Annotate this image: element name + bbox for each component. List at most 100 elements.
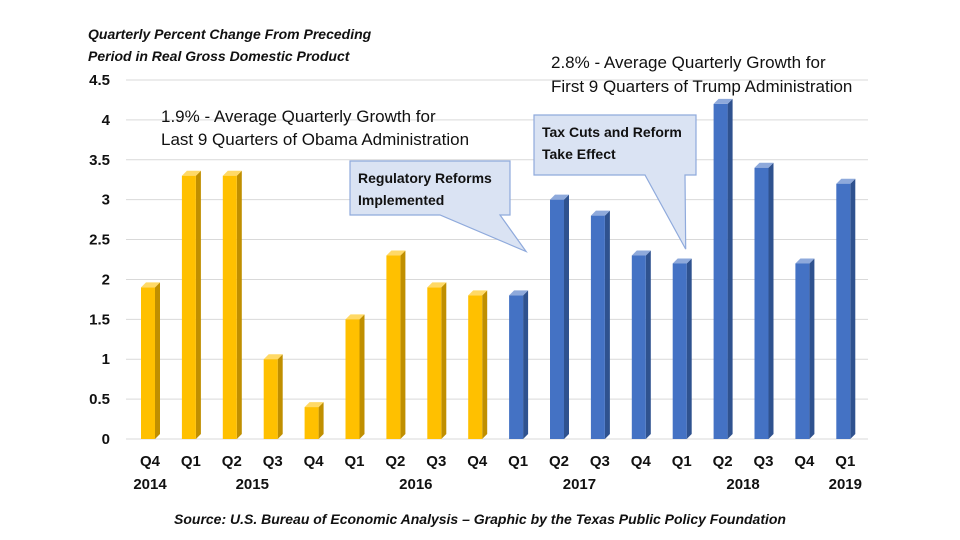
bar-top	[386, 250, 406, 256]
y-tick-label: 0	[102, 431, 110, 448]
bar	[672, 258, 692, 439]
bar-front	[468, 295, 483, 439]
y-tick-label: 0.5	[89, 391, 110, 408]
bar-side	[195, 170, 201, 439]
bar-top	[181, 170, 201, 176]
bar-side	[809, 258, 815, 439]
bar-front	[795, 263, 810, 439]
bar-side	[564, 194, 569, 439]
bar-top	[263, 354, 283, 360]
y-tick-label: 2	[102, 271, 110, 288]
x-year-label: 2016	[399, 476, 432, 493]
bar	[795, 258, 815, 439]
bar	[509, 290, 529, 439]
bar-front	[345, 319, 360, 439]
bar	[590, 210, 610, 439]
bar-front	[509, 295, 524, 439]
x-quarter-label: Q3	[753, 453, 773, 470]
bar	[141, 282, 160, 439]
bar-front	[836, 183, 851, 439]
callout: Tax Cuts and Reform Take Effect	[533, 114, 697, 250]
callout-text: Take Effect	[542, 146, 616, 162]
x-year-label: 2015	[236, 476, 269, 493]
bar-top	[304, 402, 324, 408]
bar-top	[672, 258, 692, 264]
callout-box	[533, 114, 697, 250]
bar-side	[155, 282, 160, 439]
bar-front	[631, 255, 646, 439]
bar-top	[468, 290, 488, 296]
bar-top	[141, 282, 160, 288]
bar-side	[318, 402, 324, 439]
bar	[386, 250, 406, 439]
x-quarter-label: Q4	[631, 453, 652, 470]
x-quarter-label: Q3	[590, 453, 610, 470]
bar-front	[141, 287, 155, 439]
bar-side	[768, 162, 774, 439]
bar-top	[590, 210, 610, 216]
bar-side	[523, 290, 529, 439]
bar	[631, 250, 651, 439]
y-tick-label: 3.5	[89, 152, 110, 169]
bar-top	[795, 258, 815, 264]
x-quarter-label: Q4	[140, 453, 161, 470]
y-tick-label: 1	[102, 351, 110, 368]
bar-side	[482, 290, 488, 439]
bar-side	[441, 282, 447, 439]
bar-top	[713, 98, 733, 104]
bar-side	[359, 314, 365, 439]
x-quarter-label: Q1	[508, 453, 528, 470]
x-quarter-label: Q1	[672, 453, 692, 470]
callout-text: Regulatory Reforms	[358, 170, 492, 186]
bar-top	[509, 290, 529, 296]
x-quarter-label: Q4	[467, 453, 488, 470]
bar	[181, 170, 201, 439]
bar-front	[222, 175, 237, 439]
bar-front	[181, 175, 196, 439]
bar-top	[550, 194, 569, 200]
bar	[345, 314, 365, 439]
y-tick-label: 1.5	[89, 311, 110, 328]
bar-side	[686, 258, 692, 439]
x-year-label: 2018	[726, 476, 759, 493]
x-year-label: 2014	[133, 476, 167, 493]
bar-front	[263, 359, 278, 439]
trump-annotation-line-1: 2.8% - Average Quarterly Growth for	[551, 53, 826, 72]
trump-annotation-line-2: First 9 Quarters of Trump Administration	[551, 77, 852, 96]
bar-top	[427, 282, 447, 288]
x-year-label: 2019	[829, 476, 862, 493]
bar-top	[222, 170, 242, 176]
x-quarter-label: Q2	[549, 453, 569, 470]
x-quarter-label: Q3	[263, 453, 283, 470]
x-axis: Q4 Q1 Q2 Q3 Q4 Q1 Q2 Q3 Q4 Q1 Q2 Q3 Q4 Q1 Q2 Q3 Q4 Q1 2014…	[133, 453, 862, 493]
bar-front	[427, 287, 442, 439]
x-quarter-label: Q1	[181, 453, 201, 470]
bar-top	[631, 250, 651, 256]
chart-title-line-1: Quarterly Percent Change From Preceding	[88, 26, 372, 42]
bar-front	[304, 407, 319, 439]
x-quarter-label: Q2	[385, 453, 405, 470]
bar	[836, 178, 856, 439]
bar-top	[345, 314, 365, 320]
bar-front	[672, 263, 687, 439]
bar	[263, 354, 283, 439]
bar-front	[590, 215, 605, 439]
x-quarter-label: Q4	[304, 453, 325, 470]
bar-top	[836, 178, 856, 184]
bar-top	[754, 162, 774, 168]
x-quarter-label: Q2	[713, 453, 733, 470]
callout-text: Tax Cuts and Reform	[542, 124, 682, 140]
callout-text: Implemented	[358, 192, 444, 208]
y-tick-label: 4.5	[89, 72, 110, 89]
bar-front	[754, 167, 769, 439]
bar	[468, 290, 488, 439]
chart-title-line-2: Period in Real Gross Domestic Product	[88, 48, 351, 64]
callout: Regulatory Reforms Implemented	[349, 160, 528, 253]
bar	[304, 402, 324, 439]
x-quarter-label: Q3	[426, 453, 446, 470]
bar-side	[850, 178, 856, 439]
bar	[754, 162, 774, 439]
bar-side	[277, 354, 283, 439]
bar	[427, 282, 447, 439]
